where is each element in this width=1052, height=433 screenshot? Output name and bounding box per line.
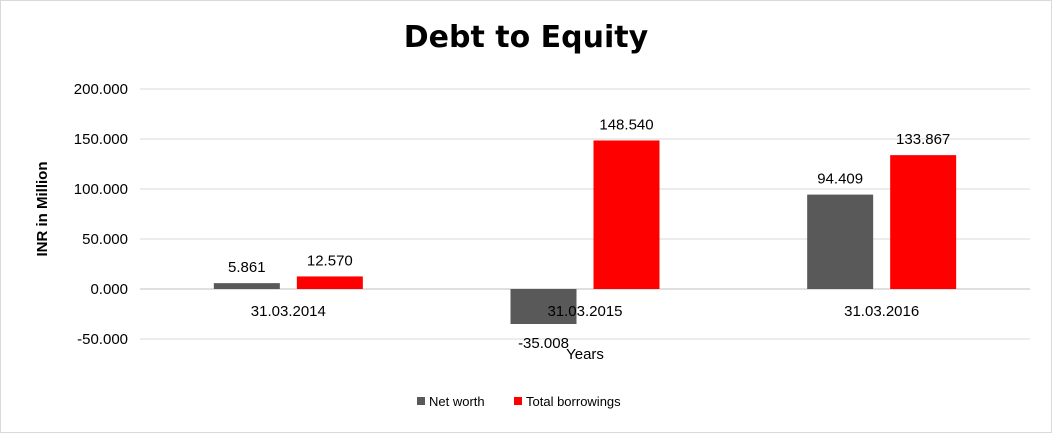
y-axis-title: INR in Million: [34, 162, 51, 257]
legend-swatch: [514, 397, 522, 405]
bar: [296, 276, 363, 289]
y-tick-label: 200.000: [74, 81, 128, 98]
bar: [593, 140, 660, 289]
bar: [890, 155, 957, 289]
legend-label: Total borrowings: [526, 394, 621, 409]
x-tick-label: 31.03.2016: [844, 303, 919, 320]
x-tick-label: 31.03.2014: [251, 303, 326, 320]
y-tick-label: 0.000: [90, 281, 128, 298]
data-label: 12.570: [307, 252, 353, 269]
x-tick-label: 31.03.2015: [547, 303, 622, 320]
data-label: 148.540: [599, 116, 653, 133]
chart-title: Debt to Equity: [403, 20, 649, 55]
y-tick-label: 100.000: [74, 181, 128, 198]
data-label: -35.008: [518, 335, 569, 352]
bar: [807, 194, 874, 289]
y-tick-label: 150.000: [74, 131, 128, 148]
legend-swatch: [417, 397, 425, 405]
x-axis-title: Years: [566, 346, 604, 363]
y-tick-label: 50.000: [82, 231, 128, 248]
legend-label: Net worth: [429, 394, 485, 409]
data-label: 133.867: [896, 131, 950, 148]
y-tick-label: -50.000: [77, 331, 128, 348]
data-label: 94.409: [817, 171, 863, 188]
bar: [213, 283, 280, 289]
data-label: 5.861: [228, 259, 266, 276]
bar: [510, 289, 577, 325]
